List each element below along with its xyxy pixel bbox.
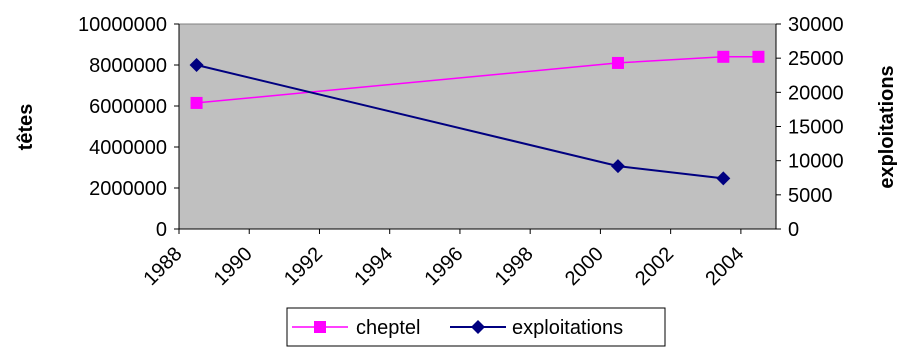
legend-marker-exploitations (471, 320, 485, 334)
x-tick-label: 1992 (280, 243, 327, 290)
legend-label-exploitations: exploitations (512, 317, 623, 339)
data-point-exploitations (610, 159, 625, 174)
data-point-cheptel (752, 50, 765, 63)
y-left-tick-label: 10000000 (78, 14, 167, 36)
y-left-axis-title: têtes (15, 104, 37, 151)
y-left-tick-label: 0 (156, 219, 167, 241)
y-left-tick-label: 8000000 (89, 55, 167, 77)
y-right-tick-label: 0 (788, 219, 799, 241)
y-right-tick-label: 20000 (788, 82, 844, 104)
x-tick-label: 1996 (420, 243, 467, 290)
x-tick-label: 1994 (350, 243, 397, 290)
legend: cheptel exploitations (286, 307, 666, 347)
legend-label-cheptel: cheptel (356, 317, 421, 339)
x-tick-label: 1988 (140, 243, 187, 290)
series-line-cheptel (196, 56, 759, 104)
y-left-tick-label: 4000000 (89, 137, 167, 159)
legend-marker-cheptel (314, 321, 326, 333)
x-tick-label: 1990 (210, 243, 257, 290)
data-point-cheptel (611, 56, 624, 69)
y-right-tick-label: 10000 (788, 151, 844, 173)
x-tick-label: 2000 (561, 243, 608, 290)
y-right-axis-title: exploitations (876, 65, 898, 188)
y-right-tick-label: 30000 (788, 14, 844, 36)
data-point-cheptel (717, 50, 730, 63)
plot-area (178, 23, 777, 230)
y-right-tick-label: 5000 (788, 185, 833, 207)
data-point-exploitations (716, 171, 731, 186)
x-tick-label: 2002 (631, 243, 678, 290)
y-left-tick-label: 6000000 (89, 96, 167, 118)
data-point-cheptel (190, 96, 203, 109)
y-right-tick-label: 25000 (788, 48, 844, 70)
y-right-tick-label: 15000 (788, 117, 844, 139)
x-tick-label: 1998 (491, 243, 538, 290)
x-tick-label: 2004 (701, 243, 748, 290)
y-left-tick-label: 2000000 (89, 178, 167, 200)
data-point-exploitations (189, 58, 204, 72)
